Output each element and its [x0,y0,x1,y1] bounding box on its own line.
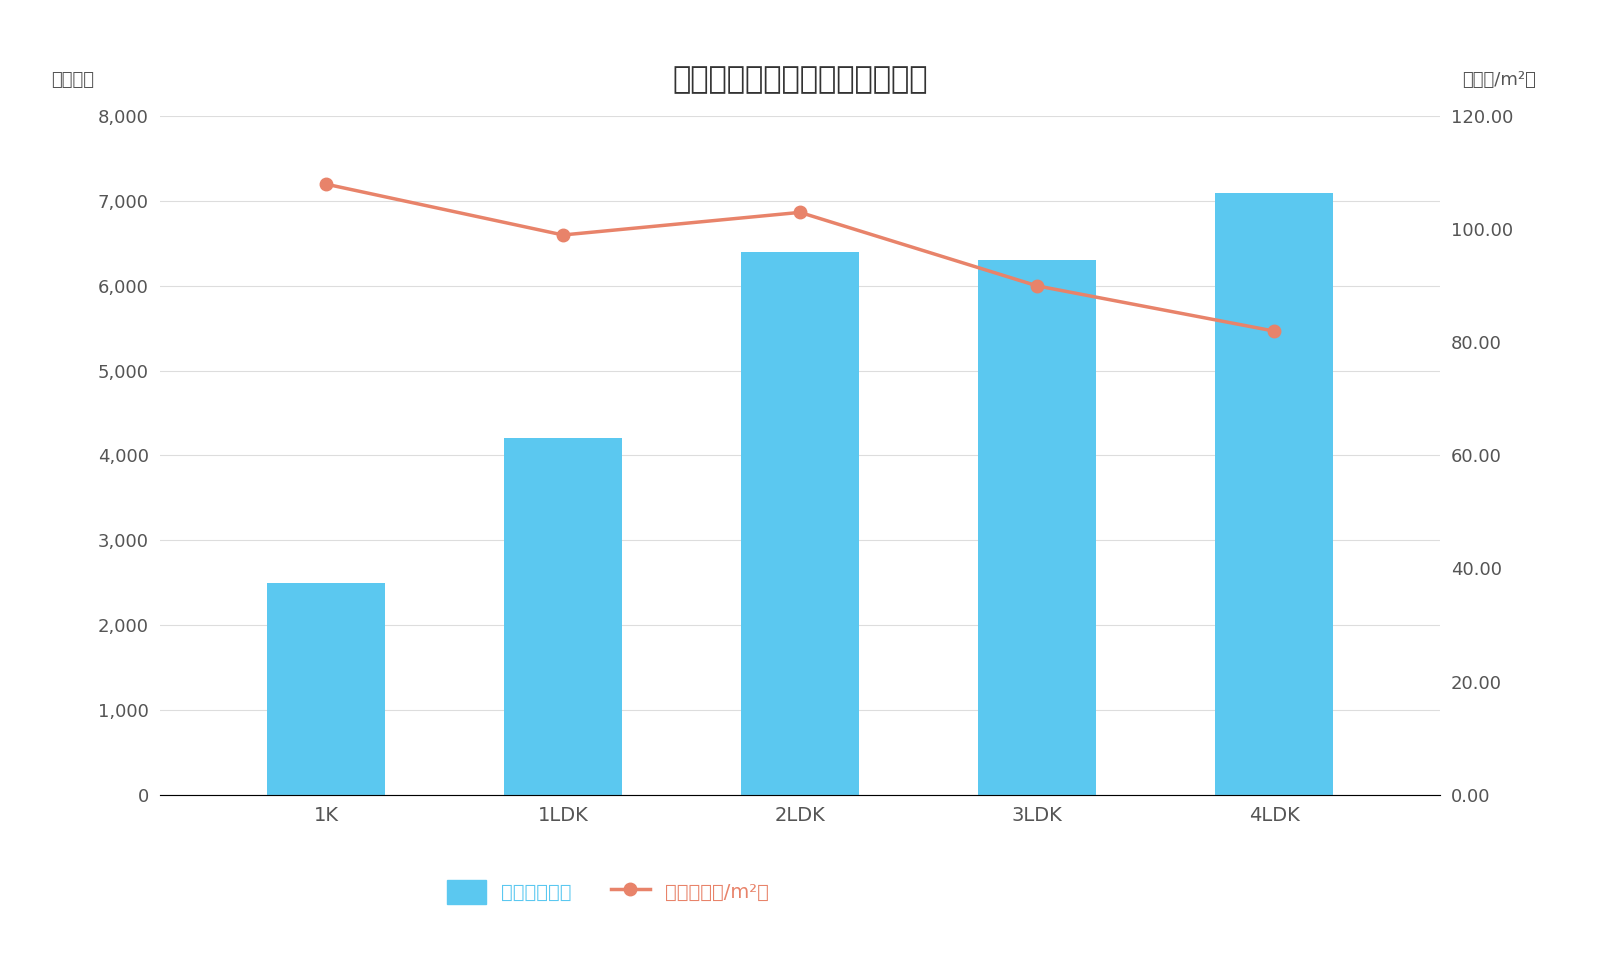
Text: （万円/m²）: （万円/m²） [1462,71,1536,89]
Title: 江東区間取り別マンション価格: 江東区間取り別マンション価格 [672,66,928,95]
Legend: 価格（万円）, 単価（万円/m²）: 価格（万円）, 単価（万円/m²） [438,872,778,912]
Bar [504,438,622,795]
Text: （万円）: （万円） [51,71,94,89]
Bar [978,261,1096,795]
Bar [1214,193,1333,795]
Bar [741,252,859,795]
Bar [267,582,386,795]
